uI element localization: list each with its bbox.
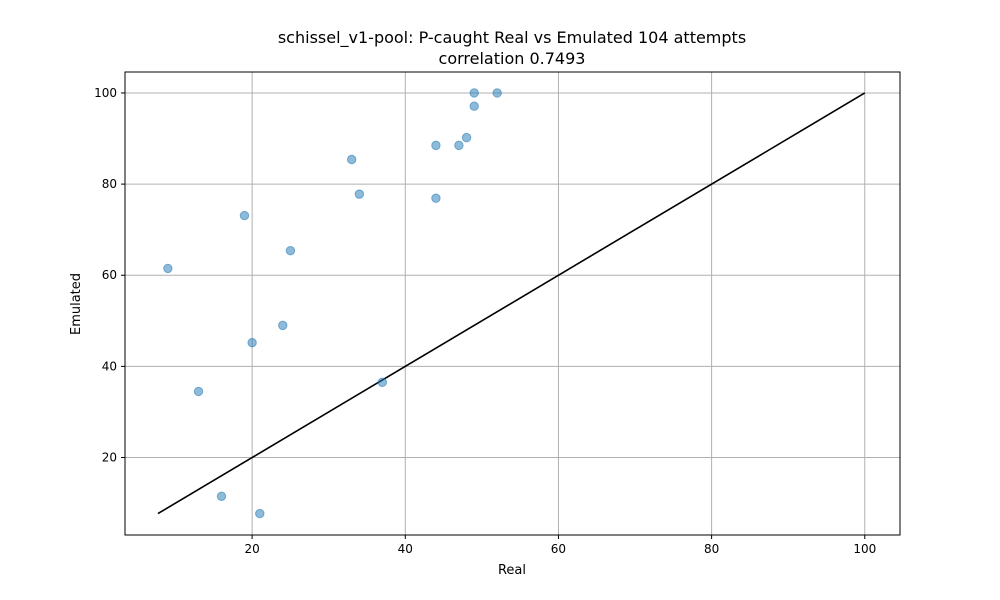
y-tick-label: 20 — [102, 451, 117, 465]
plot-frame — [124, 71, 901, 536]
data-point — [193, 386, 204, 397]
data-point — [469, 101, 479, 111]
x-tick-label: 20 — [244, 542, 259, 556]
y-axis-label: Emulated — [69, 273, 84, 335]
x-tick-label: 80 — [704, 542, 719, 556]
data-point — [454, 140, 464, 151]
data-point — [255, 508, 265, 519]
x-tick-label: 40 — [398, 542, 413, 556]
ticks: 20 40 60 80 100 20 40 60 80 100 — [94, 86, 876, 556]
data-points — [163, 88, 502, 519]
data-point — [354, 189, 365, 199]
x-tick-label: 100 — [853, 542, 876, 556]
data-point — [461, 132, 472, 143]
data-point — [492, 88, 502, 98]
data-point — [163, 263, 173, 274]
data-point — [247, 337, 257, 348]
data-point — [346, 154, 357, 165]
data-point — [431, 193, 441, 203]
reference-line-layer — [157, 92, 866, 515]
data-point — [216, 491, 227, 501]
y-tick-label: 60 — [102, 268, 117, 282]
data-point — [285, 245, 296, 256]
data-point — [239, 210, 250, 221]
x-axis-label: Real — [498, 563, 526, 578]
chart-subtitle: correlation 0.7493 — [439, 49, 586, 68]
data-point — [278, 320, 288, 331]
data-point — [377, 377, 388, 388]
chart-title: schissel_v1-pool: P-caught Real vs Emula… — [278, 28, 746, 48]
reference-line — [157, 92, 866, 515]
y-tick-label: 80 — [102, 177, 117, 191]
x-tick-label: 60 — [551, 542, 566, 556]
grid — [125, 72, 900, 535]
y-tick-label: 100 — [94, 86, 117, 100]
y-tick-label: 40 — [102, 359, 117, 373]
data-point — [469, 88, 479, 98]
data-point — [431, 140, 441, 151]
